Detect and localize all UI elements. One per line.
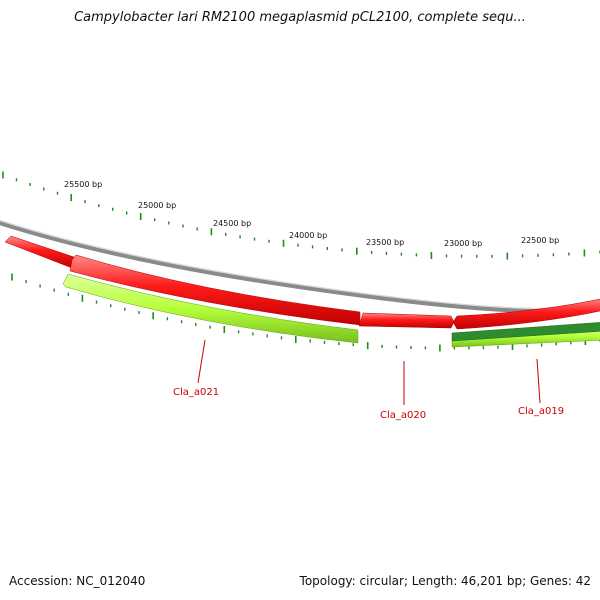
gene-arrow-forward-4[interactable] [452, 298, 600, 330]
tick-label-23000: 23000 bp [444, 239, 482, 248]
tick-label-24500: 24500 bp [213, 219, 251, 228]
tick-label-25500: 25500 bp [64, 180, 102, 189]
tick-label-22500: 22500 bp [521, 236, 559, 245]
gene-arrow-forward-2[interactable] [69, 254, 361, 326]
page-title: Campylobacter lari RM2100 megaplasmid pC… [74, 10, 526, 25]
gene-label-cla-a020[interactable]: Cla_a020 [380, 410, 426, 421]
inner-tick-ruler [11, 273, 600, 352]
tick-label-24000: 24000 bp [289, 231, 327, 240]
gene-leader-cla-a019 [536, 358, 541, 404]
gene-arrow-forward-1[interactable] [4, 235, 75, 269]
tick-label-23500: 23500 bp [366, 238, 404, 247]
topology-summary: Topology: circular; Length: 46,201 bp; G… [299, 574, 591, 588]
outer-tick-ruler [2, 171, 600, 260]
gene-arrow-reverse-dark[interactable] [451, 322, 600, 342]
tick-label-25000: 25000 bp [138, 201, 176, 210]
accession-label: Accession: NC_012040 [9, 574, 146, 588]
gene-arrow-forward-3[interactable] [358, 312, 455, 329]
gene-leader-cla-a021 [197, 339, 206, 384]
gene-label-cla-a021[interactable]: Cla_a021 [173, 387, 219, 398]
gene-label-cla-a019[interactable]: Cla_a019 [518, 406, 564, 417]
gene-arrow-reverse-cla-a021[interactable] [62, 273, 359, 344]
